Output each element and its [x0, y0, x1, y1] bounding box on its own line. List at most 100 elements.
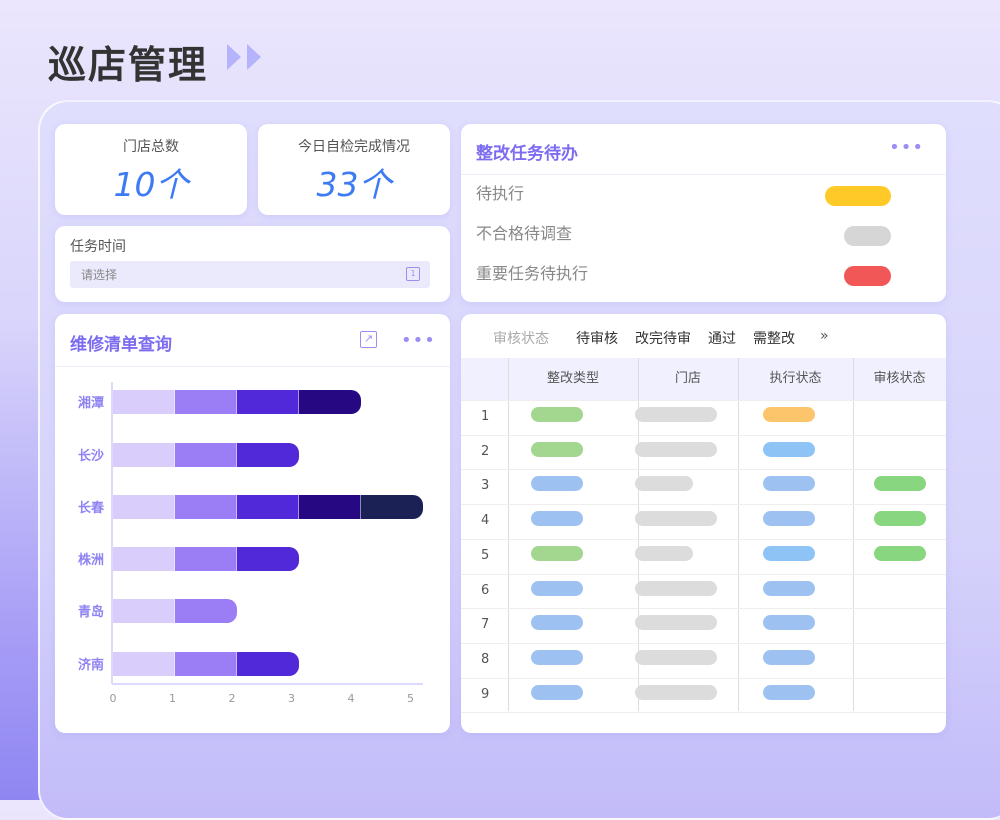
cell-placeholder-pill: [763, 511, 815, 527]
bar-segment: [299, 390, 361, 414]
audit-card: 审核状态 待审核 改完待审 通过 需整改 » 整改类型 门店 执行状态 审核状态 1 2 3 4 5 6 7 8…: [461, 314, 946, 733]
stat-value: 10个: [113, 165, 189, 204]
row-number: 9: [481, 686, 490, 702]
y-tick-label: 青岛: [78, 604, 104, 620]
row-divider: [461, 573, 946, 575]
filter-tab[interactable]: 通过: [708, 331, 736, 347]
row-number: 4: [481, 513, 490, 529]
todo-item-label[interactable]: 重要任务待执行: [476, 264, 589, 283]
todo-item-label[interactable]: 待执行: [476, 184, 525, 203]
bar-segment: [175, 652, 237, 676]
task-time-card: 任务时间 请选择 1: [55, 226, 450, 302]
cell-placeholder-pill: [635, 511, 717, 527]
column-header[interactable]: 执行状态: [769, 371, 822, 386]
bar-segment: [113, 599, 175, 623]
x-tick-label: 1: [169, 692, 176, 705]
row-divider: [461, 504, 946, 506]
cell-placeholder-pill: [635, 545, 693, 561]
bar-segment: [237, 390, 299, 414]
cell-placeholder-pill: [635, 649, 717, 665]
repair-card: 维修清单查询 ↗ ••• 湘潭 长沙 长春 株洲 青岛 济南 0 1 2 3 4 5: [55, 314, 450, 733]
column-divider: [738, 358, 739, 711]
row-divider: [461, 400, 946, 401]
y-tick-label: 株洲: [78, 552, 104, 568]
bar-segment: [237, 652, 299, 676]
cell-placeholder-pill: [635, 441, 717, 457]
stat-label: 门店总数: [123, 139, 179, 155]
todo-status-pill: [844, 226, 891, 246]
cell-placeholder-pill: [635, 580, 717, 596]
x-tick-label: 4: [348, 692, 355, 705]
y-tick-label: 湘潭: [78, 395, 104, 411]
todo-item-label[interactable]: 不合格待调查: [476, 224, 573, 243]
more-icon[interactable]: •••: [889, 137, 924, 158]
column-divider: [853, 358, 854, 711]
cell-placeholder-pill: [635, 615, 717, 631]
filter-tab[interactable]: 待审核: [576, 331, 618, 347]
calendar-icon[interactable]: 1: [406, 267, 420, 281]
cell-placeholder-pill: [531, 407, 583, 422]
cell-placeholder-pill: [531, 511, 583, 527]
row-divider: [461, 712, 946, 714]
y-tick-label: 济南: [78, 657, 104, 673]
bar-segment: [113, 390, 175, 414]
bar-segment: [175, 495, 237, 519]
bar-segment: [299, 495, 361, 519]
column-header[interactable]: 审核状态: [873, 371, 926, 386]
cell-placeholder-pill: [763, 615, 815, 631]
bar-segment: [113, 495, 175, 519]
row-number: 3: [481, 478, 490, 494]
todo-title: 整改任务待办: [476, 144, 578, 164]
stat-value: 33个: [316, 165, 392, 204]
row-number: 8: [481, 651, 490, 667]
row-number: 5: [481, 547, 490, 563]
row-number: 7: [481, 617, 490, 633]
row-number: 6: [481, 582, 490, 598]
filter-tab[interactable]: 需整改: [753, 331, 795, 347]
row-number: 2: [481, 443, 490, 459]
bar-segment: [175, 390, 237, 414]
cell-placeholder-pill: [531, 441, 583, 457]
todo-status-pill: [825, 186, 891, 206]
row-divider: [461, 469, 946, 471]
filter-tab[interactable]: 改完待审: [635, 331, 691, 347]
column-header[interactable]: 门店: [674, 371, 701, 386]
y-tick-label: 长春: [78, 500, 105, 516]
bar-segment: [175, 599, 237, 623]
cell-placeholder-pill: [763, 545, 815, 561]
stat-label: 今日自检完成情况: [298, 139, 410, 155]
play-arrow-icon: [227, 44, 241, 70]
cell-placeholder-pill: [763, 476, 815, 492]
export-icon[interactable]: ↗: [360, 331, 377, 348]
x-tick-label: 5: [407, 692, 414, 705]
cell-placeholder-pill: [763, 441, 815, 457]
cell-placeholder-pill: [531, 649, 583, 665]
column-header[interactable]: 整改类型: [546, 371, 599, 386]
cell-placeholder-pill: [531, 580, 583, 596]
cell-placeholder-pill: [874, 545, 926, 561]
y-tick-label: 长沙: [78, 448, 104, 464]
more-filters-icon[interactable]: »: [820, 328, 829, 344]
x-tick-label: 0: [110, 692, 117, 705]
date-picker-input[interactable]: 请选择 1: [70, 261, 430, 288]
task-time-label: 任务时间: [70, 239, 126, 255]
play-arrow-icon: [247, 44, 261, 70]
column-divider: [508, 358, 509, 711]
bar-segment: [175, 547, 237, 571]
cell-placeholder-pill: [635, 407, 717, 422]
cell-placeholder-pill: [531, 615, 583, 631]
date-placeholder: 请选择: [81, 268, 118, 282]
more-icon[interactable]: •••: [401, 330, 436, 351]
todo-status-pill: [844, 266, 891, 286]
cell-placeholder-pill: [874, 476, 926, 492]
row-divider: [461, 434, 946, 436]
page-title: 巡店管理: [48, 43, 209, 87]
x-tick-label: 3: [288, 692, 295, 705]
store-total-card: 门店总数 10个: [55, 124, 247, 215]
cell-placeholder-pill: [531, 545, 583, 561]
x-tick-label: 2: [229, 692, 236, 705]
cell-placeholder-pill: [763, 649, 815, 665]
cell-placeholder-pill: [531, 476, 583, 492]
cell-placeholder-pill: [763, 684, 815, 700]
